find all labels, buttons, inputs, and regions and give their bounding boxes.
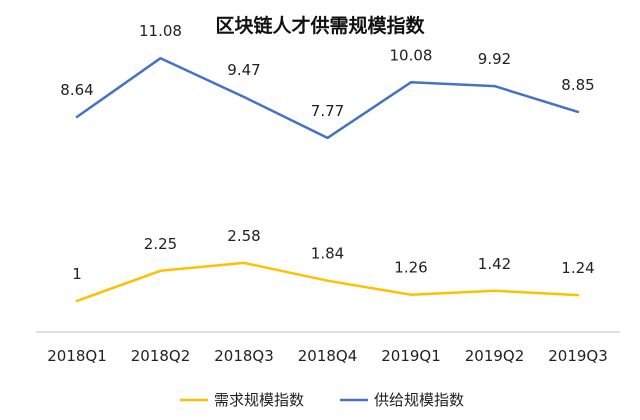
x-tick-label: 2019Q3 <box>548 347 608 365</box>
series-line-demand <box>75 261 580 303</box>
legend-label: 需求规模指数 <box>214 391 304 409</box>
data-label: 1.42 <box>478 255 511 273</box>
x-tick-label: 2018Q2 <box>131 347 191 365</box>
data-label: 2.25 <box>144 235 177 253</box>
x-tick-label: 2019Q2 <box>465 347 525 365</box>
data-label: 1 <box>72 265 82 283</box>
series-line-supply <box>75 56 580 140</box>
x-tick-label: 2018Q4 <box>298 347 358 365</box>
series-layer <box>75 56 580 303</box>
data-label: 8.64 <box>60 81 93 99</box>
x-tick-label: 2018Q1 <box>47 347 107 365</box>
x-axis-ticks: 2018Q1 2018Q2 2018Q3 2018Q4 2019Q1 2019Q2 2019… <box>47 347 608 365</box>
data-label: 1.84 <box>311 245 344 263</box>
data-label: 9.47 <box>227 61 260 79</box>
legend-label: 供给规模指数 <box>374 391 464 409</box>
x-tick-label: 2019Q1 <box>381 347 441 365</box>
data-label: 8.85 <box>561 76 594 94</box>
chart-title: 区块链人才供需规模指数 <box>215 14 425 37</box>
data-label: 1.24 <box>561 259 594 277</box>
data-label: 7.77 <box>311 102 344 120</box>
data-label: 1.26 <box>394 259 427 277</box>
x-tick-label: 2018Q3 <box>214 347 274 365</box>
data-label: 11.08 <box>139 22 182 40</box>
data-label: 10.08 <box>390 46 433 64</box>
data-label: 9.92 <box>478 50 511 68</box>
data-labels: 1 2.25 2.58 1.84 1.26 1.42 1.24 8.64 11.08 9.47 7.… <box>60 22 594 283</box>
legend: 需求规模指数 供给规模指数 <box>180 391 464 409</box>
data-label: 2.58 <box>227 227 260 245</box>
